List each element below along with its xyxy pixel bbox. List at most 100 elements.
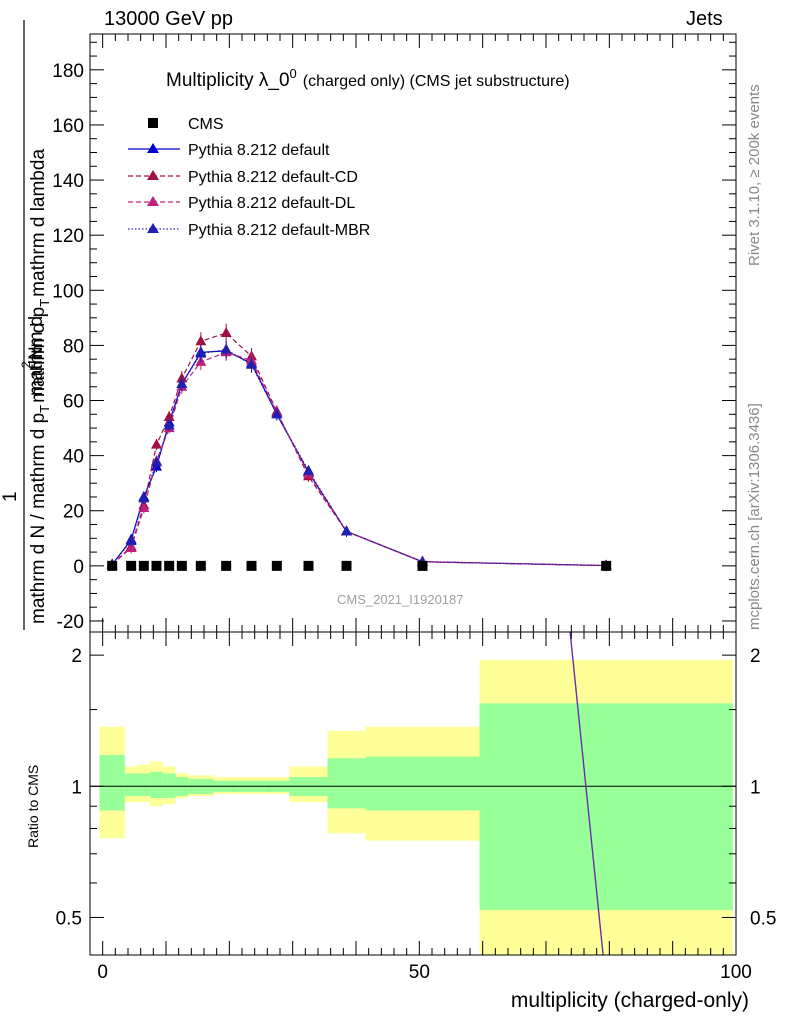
data-point-cms [195, 560, 206, 571]
data-point-dl [125, 541, 137, 552]
ratio-band-inner [137, 773, 151, 796]
main-y-tick-label: 0 [73, 557, 84, 578]
y-label-right-num: mathrm d [26, 316, 47, 396]
ratio-band-inner [124, 773, 138, 796]
main-y-axis: -20 0 20 40 60 80 100 120 140 160 180 [52, 34, 737, 633]
y-label-denominator-tail-sub: T [37, 299, 52, 307]
data-point-mbr [220, 343, 232, 354]
y-label-numerator: 1 [0, 491, 21, 502]
legend-item-mbr: Pythia 8.212 default-MBR [128, 222, 370, 239]
main-y-tick-label: 180 [52, 61, 84, 82]
ratio-y-axis-label: Ratio to CMS [25, 765, 41, 848]
y-label-denominator-sub: T [37, 405, 52, 413]
data-point-cd [220, 327, 232, 337]
data-point-mbr [163, 419, 175, 430]
y-label-denominator-end: mathrm d lambda [28, 149, 49, 297]
ratio-band-inner [479, 703, 733, 911]
legend: CMS Pythia 8.212 default Pythia 8.212 de… [128, 116, 370, 239]
legend-marker-default [147, 143, 159, 153]
data-point-mbr [151, 456, 162, 467]
ratio-band-inner [150, 771, 163, 798]
ratio-y-tick-label: 0.5 [56, 908, 82, 929]
ratio-panel: 0.5 0.5 1 1 2 2 0 50 100 Ratio to CMS multiplic… [25, 631, 777, 1012]
legend-label-cms: CMS [188, 116, 224, 133]
y-label-right-n: N [26, 346, 47, 360]
legend-label-mbr: Pythia 8.212 default-MBR [188, 222, 370, 239]
x-tick-label: 100 [720, 962, 752, 983]
data-point-mbr [341, 525, 352, 536]
legend-item-cms: CMS [148, 116, 224, 133]
ratio-y-tick-label-right: 0.5 [750, 908, 776, 929]
main-y-tick-label: 160 [52, 116, 84, 137]
series-line-default [111, 350, 607, 567]
ratio-y-tick-label: 2 [71, 646, 82, 667]
ratio-band-inner [162, 773, 176, 798]
data-point-mbr [176, 377, 188, 388]
data-point-cd [195, 335, 207, 346]
main-y-tick-label: 40 [63, 447, 84, 468]
data-point-cms [164, 560, 175, 571]
data-point-cms [303, 560, 314, 571]
main-y-tick-label: -20 [57, 612, 84, 633]
data-point-cms [138, 560, 149, 571]
main-y-tick-label: 140 [52, 171, 84, 192]
ratio-band-inner [99, 754, 125, 811]
ratio-band-inner [365, 756, 480, 811]
y-label-denominator: mathrm d N / mathrm d p [28, 413, 49, 624]
main-y-axis-label: 1 mathrm d 2 N mathrm d N / mathrm d pTm… [0, 20, 52, 630]
main-frame [89, 33, 737, 633]
data-point-cms [176, 560, 187, 571]
data-point-cd [151, 438, 162, 449]
data-point-cms [246, 560, 257, 571]
data-point-cms [107, 560, 118, 571]
data-point-cms [417, 560, 428, 571]
ratio-series-group [569, 632, 604, 955]
ratio-y-tick-label-right: 1 [750, 777, 761, 798]
ratio-uncertainty-bands [99, 659, 733, 955]
process-label: 13000 GeV pp [104, 8, 233, 30]
main-y-tick-label: 100 [52, 281, 84, 302]
legend-label-dl: Pythia 8.212 default-DL [188, 195, 355, 212]
data-point-mbr [303, 464, 314, 475]
data-point-mbr [138, 492, 150, 503]
series-line-dl [111, 351, 607, 567]
legend-item-dl: Pythia 8.212 default-DL [128, 195, 355, 212]
chart-title: Multiplicity λ_00 (charged only) (CMS jet… [166, 66, 570, 91]
ratio-band-inner [327, 758, 366, 809]
x-tick-label: 50 [409, 962, 430, 983]
data-point-mbr [195, 347, 207, 358]
data-point-cms [341, 560, 352, 571]
data-point-mbr [125, 535, 137, 546]
data-point-cms [271, 560, 282, 571]
series-line-cd [111, 332, 607, 567]
legend-item-cd: Pythia 8.212 default-CD [128, 169, 358, 186]
y-label-right-sup: 2 [19, 361, 33, 368]
ratio-series-line-default [569, 632, 604, 955]
ratio-x-axis: 0 50 100 [97, 632, 752, 983]
data-point-mbr [271, 408, 283, 419]
legend-marker-dl [147, 196, 159, 206]
legend-label-default: Pythia 8.212 default [188, 142, 330, 159]
main-y-tick-label: 20 [63, 502, 84, 523]
ratio-y-tick-label-right: 2 [750, 646, 761, 667]
svg-text:mathrm d N / mathrm d pTmathrm: mathrm d N / mathrm d pTmathrm d pTmathr… [28, 149, 52, 624]
ratio-y-tick-label: 1 [71, 777, 82, 798]
legend-marker-mbr [147, 223, 159, 233]
category-label: Jets [686, 8, 723, 30]
data-point-cms [221, 560, 232, 571]
x-tick-label: 0 [97, 962, 108, 983]
data-point-cms [126, 560, 137, 571]
ratio-y-axis: 0.5 0.5 1 1 2 2 [56, 646, 777, 929]
x-axis-label: multiplicity (charged-only) [511, 989, 749, 1012]
legend-marker-cms [148, 118, 158, 128]
data-point-cms [601, 560, 612, 571]
legend-item-default: Pythia 8.212 default [128, 142, 330, 159]
series-line-mbr [111, 348, 607, 567]
data-point-cms [151, 560, 162, 571]
y-label-denominator-tail: mathrm d p [28, 307, 49, 403]
watermark: CMS_2021_I1920187 [337, 592, 464, 607]
main-y-tick-label: 120 [52, 226, 84, 247]
data-point-mbr [246, 358, 257, 369]
main-panel: -20 0 20 40 60 80 100 120 140 160 180 Multiplicity… [0, 20, 737, 633]
